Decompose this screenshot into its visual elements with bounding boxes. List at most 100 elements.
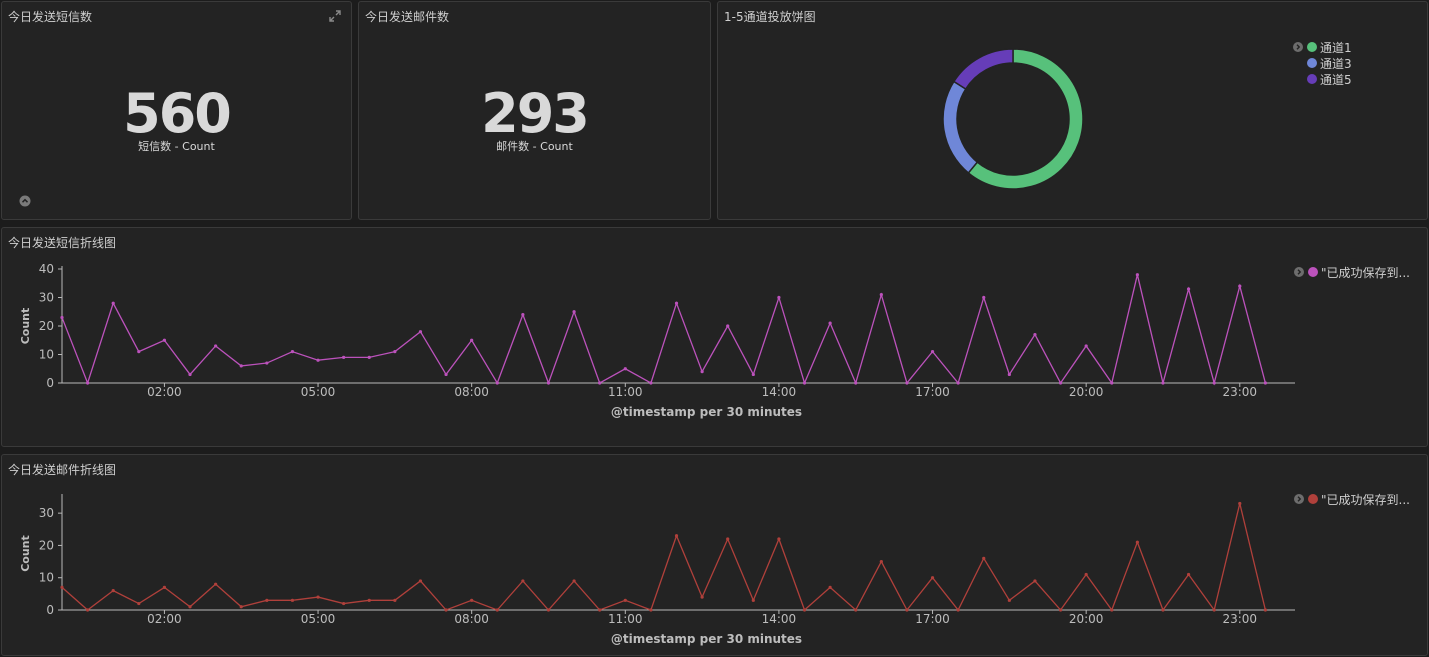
data-point[interactable] — [162, 338, 167, 342]
data-point[interactable] — [930, 350, 935, 354]
legend-item[interactable]: 通道1 — [1293, 39, 1352, 55]
data-point[interactable] — [290, 350, 295, 354]
data-point[interactable] — [60, 315, 64, 320]
data-point[interactable] — [546, 608, 551, 612]
data-point[interactable] — [1263, 381, 1267, 385]
data-point[interactable] — [1007, 372, 1011, 377]
data-point[interactable] — [137, 350, 141, 354]
data-point[interactable] — [1007, 598, 1011, 602]
data-point[interactable] — [60, 585, 64, 589]
data-point[interactable] — [1135, 540, 1139, 544]
data-point[interactable] — [982, 295, 986, 300]
data-point[interactable] — [854, 608, 858, 612]
data-point[interactable] — [367, 355, 371, 359]
data-point[interactable] — [777, 295, 781, 300]
data-point[interactable] — [393, 598, 397, 602]
data-point[interactable] — [1238, 284, 1242, 288]
legend-item[interactable]: "已成功保存到... — [1294, 491, 1410, 507]
data-point[interactable] — [265, 598, 269, 602]
data-point[interactable] — [802, 608, 807, 612]
data-point[interactable] — [1058, 381, 1063, 385]
data-point[interactable] — [1110, 381, 1114, 385]
data-point[interactable] — [495, 381, 499, 385]
chevron-right-icon[interactable] — [1294, 494, 1304, 504]
data-point[interactable] — [470, 598, 474, 602]
data-point[interactable] — [1084, 572, 1088, 577]
data-point[interactable] — [521, 579, 525, 583]
data-point[interactable] — [598, 381, 602, 385]
data-point[interactable] — [162, 585, 167, 589]
data-point[interactable] — [418, 330, 423, 334]
data-point[interactable] — [649, 381, 653, 385]
data-point[interactable] — [674, 534, 679, 538]
data-point[interactable] — [700, 595, 704, 599]
data-point[interactable] — [1033, 579, 1037, 583]
data-point[interactable] — [700, 370, 704, 374]
data-point[interactable] — [111, 301, 115, 305]
data-point[interactable] — [930, 576, 935, 580]
data-point[interactable] — [1212, 608, 1216, 612]
data-point[interactable] — [367, 598, 371, 602]
data-point[interactable] — [598, 608, 602, 612]
data-point[interactable] — [751, 372, 755, 377]
data-point[interactable] — [905, 381, 909, 385]
data-point[interactable] — [879, 559, 883, 564]
data-point[interactable] — [546, 381, 551, 385]
data-point[interactable] — [1058, 608, 1063, 612]
data-point[interactable] — [649, 608, 653, 612]
data-point[interactable] — [495, 608, 499, 612]
data-point[interactable] — [1110, 608, 1114, 612]
data-point[interactable] — [470, 338, 474, 342]
legend-item[interactable]: 通道3 — [1293, 55, 1352, 71]
data-point[interactable] — [879, 293, 883, 297]
data-point[interactable] — [111, 589, 115, 593]
pie-slice-3[interactable] — [952, 48, 1014, 91]
data-point[interactable] — [726, 324, 730, 328]
pie-slice-2[interactable] — [942, 80, 979, 174]
data-point[interactable] — [137, 601, 141, 606]
data-point[interactable] — [393, 350, 397, 354]
data-point[interactable] — [982, 556, 986, 560]
data-point[interactable] — [956, 608, 960, 612]
data-point[interactable] — [956, 381, 960, 385]
data-point[interactable] — [1186, 572, 1191, 577]
data-point[interactable] — [86, 608, 90, 612]
data-point[interactable] — [214, 344, 218, 348]
data-point[interactable] — [521, 313, 525, 317]
data-point[interactable] — [1161, 381, 1165, 385]
data-point[interactable] — [290, 598, 295, 602]
data-point[interactable] — [674, 301, 679, 305]
chevron-up-icon[interactable] — [19, 195, 31, 207]
data-point[interactable] — [214, 582, 218, 586]
data-point[interactable] — [572, 579, 576, 583]
data-point[interactable] — [342, 355, 346, 359]
data-point[interactable] — [623, 598, 627, 602]
data-point[interactable] — [342, 601, 346, 606]
data-point[interactable] — [444, 608, 448, 612]
expand-icon[interactable] — [329, 10, 341, 22]
data-point[interactable] — [1161, 608, 1165, 612]
data-point[interactable] — [188, 605, 192, 609]
data-point[interactable] — [1135, 273, 1139, 277]
data-point[interactable] — [1186, 287, 1191, 291]
data-point[interactable] — [854, 381, 858, 385]
data-point[interactable] — [1033, 332, 1037, 337]
data-point[interactable] — [444, 372, 448, 377]
data-point[interactable] — [751, 598, 755, 602]
chevron-right-icon[interactable] — [1293, 42, 1303, 52]
data-point[interactable] — [828, 321, 832, 325]
data-point[interactable] — [316, 358, 320, 362]
data-point[interactable] — [1263, 608, 1267, 612]
data-point[interactable] — [316, 595, 320, 599]
data-point[interactable] — [828, 585, 832, 589]
data-point[interactable] — [1212, 381, 1216, 385]
data-point[interactable] — [623, 367, 627, 371]
data-point[interactable] — [418, 579, 423, 583]
data-point[interactable] — [1084, 344, 1088, 348]
data-point[interactable] — [86, 381, 90, 385]
chevron-right-icon[interactable] — [1294, 267, 1304, 277]
data-point[interactable] — [239, 364, 243, 368]
data-point[interactable] — [188, 372, 192, 377]
data-point[interactable] — [726, 537, 730, 541]
data-point[interactable] — [1238, 501, 1242, 506]
